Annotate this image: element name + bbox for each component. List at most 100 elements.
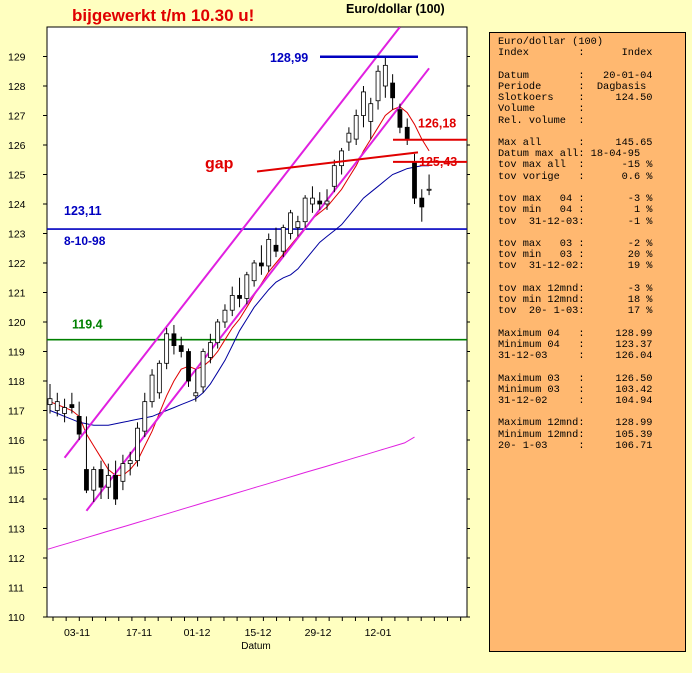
y-tick-label: 115 [8,465,25,477]
panel-line: Volume : [498,103,585,116]
panel-line: tov max 04 : -3 % [498,193,653,206]
annotation-label: 123,11 [64,204,102,218]
candle-body [273,244,279,252]
candle-body [310,197,315,205]
candle-body [215,321,221,344]
panel-line: Periode : Dagbasis [498,80,647,93]
candle-body [135,427,140,462]
x-tick-label: 29-12 [305,627,332,639]
annotation-label: 119.4 [72,318,103,332]
y-tick-label: 120 [8,317,26,329]
candle-body [302,197,308,223]
ma-medium-line [49,165,430,426]
panel-line: tov max 12mnd: -3 % [498,282,653,295]
candle-body [317,200,323,205]
panel-line: Maximum 12mnd: 128.99 [498,417,653,430]
annotation-label: 125,43 [419,155,457,169]
candle-body [251,262,257,282]
y-tick-label: 121 [8,288,26,300]
candle-body [288,212,293,234]
panel-line [498,362,652,373]
panel-line: tov 20- 1-03: 17 % [498,305,653,318]
y-tick-label: 113 [8,524,25,536]
candle-body [47,398,53,406]
ma-short-line [49,106,430,476]
y-tick-label: 122 [8,258,26,270]
candle-body [142,401,148,432]
y-tick-label: 119 [8,347,25,359]
panel-line: Maximum 04 : 128.99 [498,327,653,340]
y-tick-label: 117 [8,406,25,418]
channel-lower [85,67,430,512]
panel-line: Minimum 04 : 123.37 [498,338,653,351]
candle-body [76,415,82,435]
candle-body [324,200,330,205]
candle-body [69,404,75,408]
y-tick-label: 125 [8,170,26,182]
statistics-panel: Euro/dollar (100) Index : Index Datum : 2… [489,32,686,652]
candle-body [353,115,359,140]
candle-body [259,262,264,267]
candle-body [244,274,250,299]
y-tick-label: 124 [8,199,26,211]
panel-line: Rel. volume : [498,114,585,127]
x-tick-label: 15-12 [245,627,272,639]
panel-line: tov 31-12-03: -1 % [498,215,653,228]
statistics-text: Euro/dollar (100) Index : Index Datum : 2… [498,36,653,452]
x-tick-label: 12-01 [365,627,392,639]
chart-title: Euro/dollar (100) [346,2,445,16]
panel-line: Datum : 20-01-04 [498,69,653,82]
y-tick-label: 112 [8,553,25,565]
panel-line: 31-12-02 : 104.94 [498,395,653,407]
y-tick-label: 129 [8,52,26,64]
candle-body [171,333,177,346]
candle-body [207,342,213,358]
annotation-label: 8-10-98 [64,234,106,248]
y-tick-label: 118 [8,376,25,388]
panel-line [498,317,652,328]
y-tick-label: 110 [8,612,25,624]
y-tick-label: 123 [8,229,26,241]
panel-line: tov min 03 : 20 % [498,249,653,262]
plot-content [47,27,467,550]
candle-body [361,91,366,116]
x-tick-label: 17-11 [126,627,152,639]
candle-body [91,469,97,491]
y-tick-label: 127 [8,111,26,123]
candle-body [84,469,89,491]
candle-body [62,407,67,414]
panel-line: 20- 1-03 : 106.71 [498,439,653,452]
x-axis-label: Datum [241,641,270,652]
panel-line: Euro/dollar (100) [498,36,604,48]
y-tick-label: 126 [8,140,26,152]
candle-body [390,82,396,99]
panel-line: 31-12-03 : 126.04 [498,350,653,363]
panel-line: Max all : 145.65 [498,136,653,149]
candle-body [164,333,170,364]
panel-line: Index : Index [498,47,653,60]
candle-body [397,109,403,128]
candle-body [266,238,272,267]
panel-line: tov max 03 : -2 % [498,237,653,250]
annotation-label: 128,99 [270,51,308,65]
panel-line: Slotkoers : 124.50 [498,92,653,105]
plot-area [46,26,468,618]
candle-body [368,103,374,122]
panel-line: tov min 12mnd: 18 % [498,294,653,307]
annotation-label: 126,18 [418,117,456,131]
candle-body [105,474,111,488]
candle-body [375,70,381,102]
y-tick-label: 116 [8,435,25,447]
candle-body [295,221,301,228]
candle-body [127,460,133,464]
candle-body [193,392,199,397]
candle-body [237,295,242,299]
candle-body [339,150,345,167]
candle-body [280,227,286,252]
panel-line: Datum max all: 18-04-95 [498,148,641,161]
candle-body [54,401,60,411]
candle-body [200,351,206,388]
update-note: bijgewerkt t/m 10.30 u! [72,6,255,25]
y-tick-label: 114 [8,494,25,506]
